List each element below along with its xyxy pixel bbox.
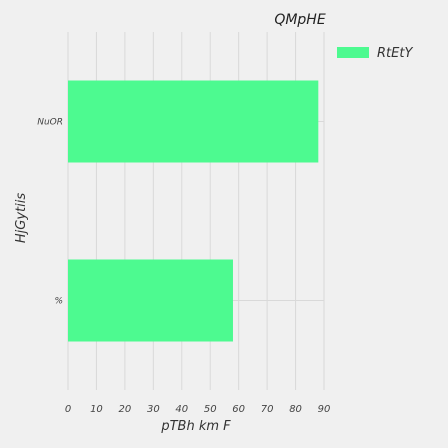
x-tick-label-2: 20 (119, 404, 132, 415)
x-tick-label-7: 70 (261, 404, 274, 415)
y-axis-label: HjGytiis (14, 193, 29, 243)
legend-swatch (337, 47, 369, 58)
bar-0 (68, 80, 319, 163)
bar-1 (68, 259, 233, 342)
legend-label: RtEtY (377, 46, 413, 61)
x-tick-label-8: 80 (289, 404, 302, 415)
x-tick-label-0: 0 (65, 404, 71, 415)
x-tick-label-3: 30 (147, 404, 160, 415)
x-tick-label-9: 90 (318, 404, 331, 415)
x-axis-label: pTBh km F (160, 419, 231, 434)
chart-title: QMpHE (274, 12, 326, 28)
category-label-0: NuOR (37, 118, 63, 128)
x-tick-label-4: 40 (175, 404, 188, 415)
x-tick-label-5: 50 (204, 404, 217, 415)
category-label-1: % (54, 297, 63, 307)
x-tick-labels: 0 10 20 30 40 50 60 70 80 90 (65, 404, 331, 415)
x-tick-label-6: 60 (232, 404, 245, 415)
x-tick-label-1: 10 (90, 404, 103, 415)
bars (68, 80, 319, 342)
legend: RtEtY (337, 46, 413, 61)
category-labels: NuOR% (37, 118, 63, 307)
